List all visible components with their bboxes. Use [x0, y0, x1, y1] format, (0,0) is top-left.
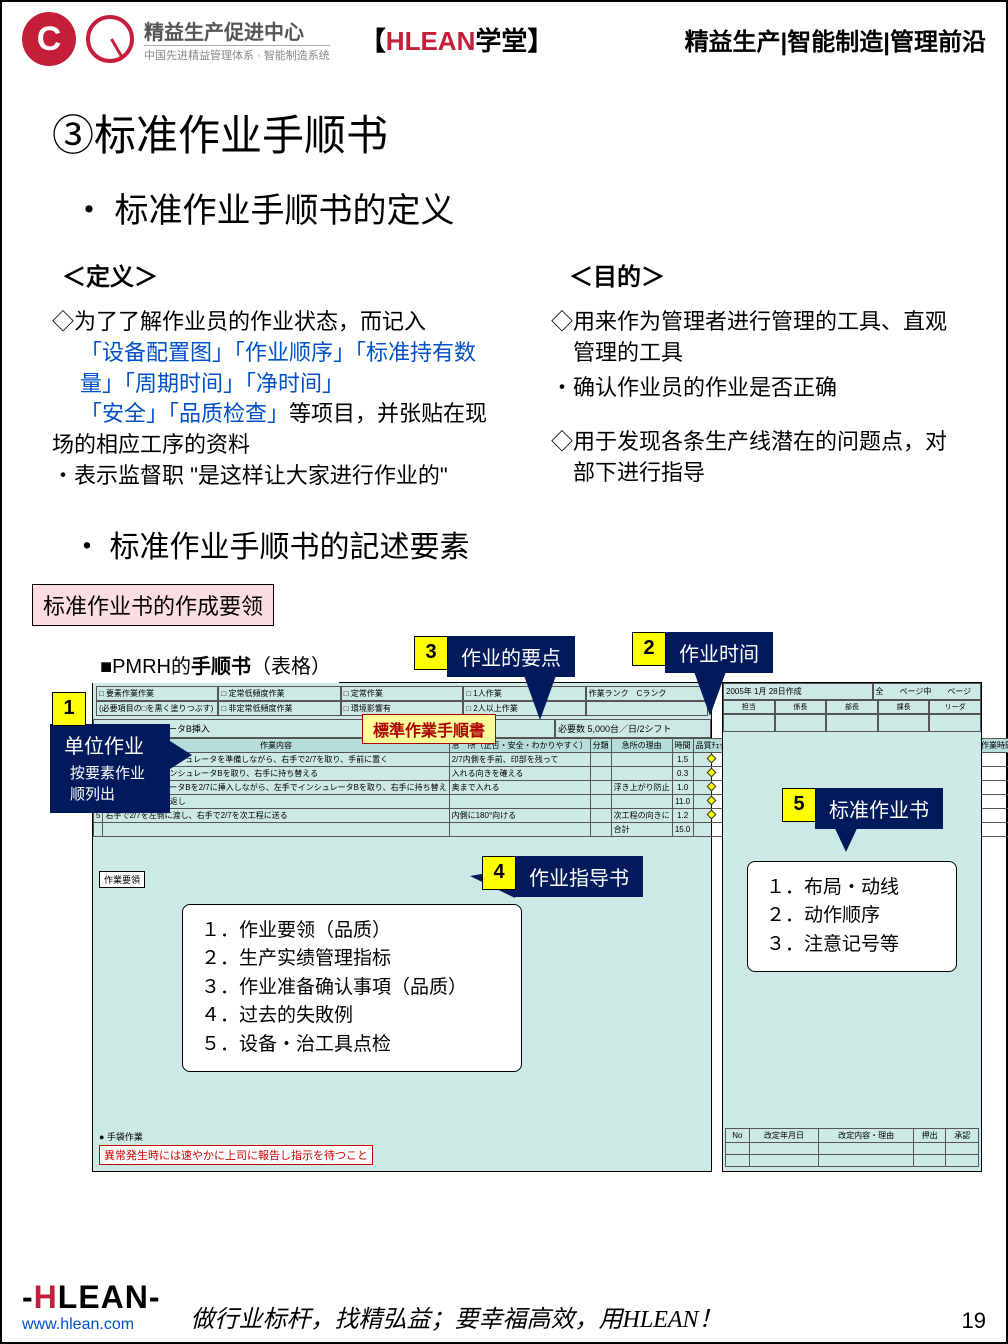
- pink-tag: 标准作业书的作成要领: [32, 584, 274, 626]
- col-purpose: ＜目的＞ ◇用来作为管理者进行管理的工具、直观管理的工具 ・确认作业员的作业是否…: [509, 242, 976, 492]
- definition-body: ◇为了了解作业员的作业状态，而记入 「设备配置图」「作业顺序」「标准持有数量」「…: [32, 307, 499, 492]
- callout-1: 单位作业 按要素作业顺列出: [50, 724, 170, 813]
- subtitle-elements: ・ 标准作业手顺书的記述要素: [2, 492, 1006, 576]
- form-diagram: ■PMRH的手顺书（表格） □ 要素作業作業□ 定常低頻度作業□ 定常作業□ 1…: [42, 646, 986, 1181]
- brand-sub: 中国先进精益管理体系 · 智能制造系统: [144, 45, 330, 63]
- callout-5: 标准作业书: [815, 788, 943, 829]
- footer: -HLEAN- www.hlean.com 做行业标杆，找精弘益；要幸福高效，用…: [2, 1279, 1006, 1334]
- callout-2: 作业时间: [665, 632, 773, 673]
- right-small-table: No改定年月日改定内容・理由押出承認: [725, 1128, 979, 1167]
- card-4: １．作业要领（品质） ２．生产实绩管理指标 ３．作业准备确认事項（品质） ４．过…: [182, 904, 522, 1073]
- tiny-box: 作業要領: [99, 871, 145, 888]
- logo-l-icon: [86, 15, 134, 63]
- num-5: 5: [782, 788, 816, 822]
- footer-url: www.hlean.com: [22, 1316, 161, 1334]
- brand-block: 精益生产促进中心 中国先进精益管理体系 · 智能制造系统: [144, 16, 330, 63]
- hlean-badge: 【HLEAN学堂】: [360, 21, 554, 58]
- num-4: 4: [482, 856, 516, 890]
- callout-3-tail: [522, 670, 558, 720]
- callout-4: 作业指导书: [515, 856, 643, 897]
- purpose-body: ◇用来作为管理者进行管理的工具、直观管理的工具 ・确认作业员的作业是否正确 ◇用…: [509, 307, 976, 489]
- page-title: ③标准作业手顺书: [2, 72, 1006, 173]
- subtitle-definition: ・ 标准作业手顺书的定义: [2, 173, 1006, 242]
- card-5: １．布局・动线 ２．动作顺序 ３．注意记号等: [747, 861, 957, 973]
- callout-1-tail: [170, 741, 192, 769]
- num-2: 2: [632, 632, 666, 666]
- num-1: 1: [52, 692, 86, 726]
- definition-columns: ＜定义＞ ◇为了了解作业员的作业状态，而记入 「设备配置图」「作业顺序」「标准持…: [2, 242, 1006, 492]
- red-warning: 異常発生時には速やかに上司に報告し指示を待つこと: [99, 1145, 373, 1165]
- page-number: 19: [962, 1308, 986, 1334]
- footer-slogan: 做行业标杆，找精弘益；要幸福高效，用HLEAN！: [191, 1299, 723, 1334]
- purpose-head: ＜目的＞: [509, 242, 976, 307]
- col-definition: ＜定义＞ ◇为了了解作业员的作业状态，而记入 「设备配置图」「作业顺序」「标准持…: [32, 242, 499, 492]
- brand-title: 精益生产促进中心: [144, 16, 330, 45]
- form-title: ■PMRH的手顺书（表格）: [92, 646, 339, 683]
- logo-c-icon: C: [22, 12, 76, 66]
- form-yellow-title: 標準作業手順書: [362, 714, 496, 744]
- callout-2-tail: [692, 666, 728, 716]
- form-need: 必要数 5,000台／日/2シフト: [555, 719, 711, 738]
- callout-3: 作业的要点: [447, 636, 575, 677]
- footer-brand: -HLEAN- www.hlean.com: [22, 1279, 161, 1334]
- num-3: 3: [414, 636, 448, 670]
- header-right: 精益生产|智能制造|管理前沿: [685, 22, 986, 57]
- definition-head: ＜定义＞: [32, 242, 499, 307]
- header: C 精益生产促进中心 中国先进精益管理体系 · 智能制造系统 【HLEAN学堂】…: [2, 2, 1006, 72]
